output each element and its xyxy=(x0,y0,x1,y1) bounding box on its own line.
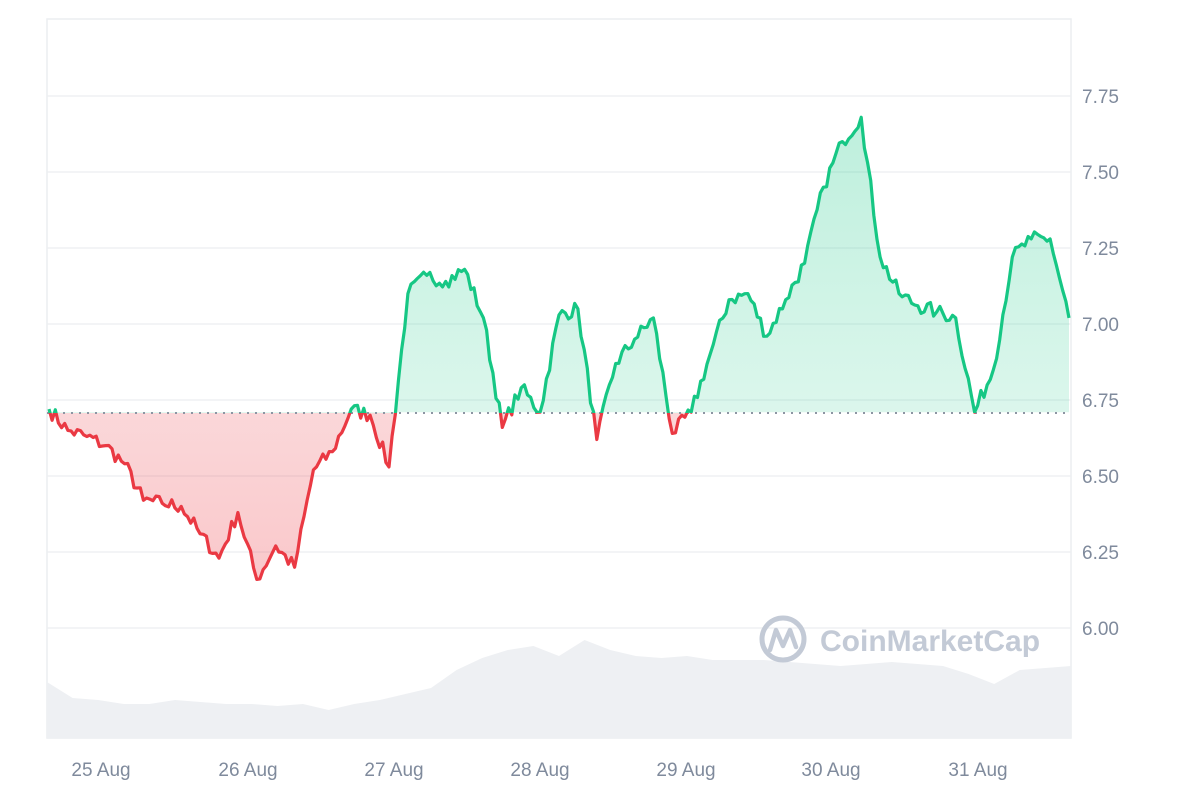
x-axis: 25 Aug 26 Aug 27 Aug 28 Aug 29 Aug 30 Aug 31 A… xyxy=(71,760,1007,781)
coinmarketcap-logo-icon xyxy=(759,615,807,663)
watermark-text: CoinMarketCap xyxy=(820,625,1040,658)
x-tick-label: 27 Aug xyxy=(364,760,423,781)
y-tick-label: 6.00 xyxy=(1082,619,1119,640)
x-tick-label: 28 Aug xyxy=(510,760,569,781)
y-tick-label: 7.25 xyxy=(1082,239,1119,260)
y-tick-label: 6.25 xyxy=(1082,543,1119,564)
price-fill xyxy=(49,117,1069,580)
x-tick-label: 25 Aug xyxy=(71,760,130,781)
y-tick-label: 7.00 xyxy=(1082,315,1119,336)
y-axis: 7.75 7.50 7.25 7.00 6.75 6.50 6.25 6.00 xyxy=(1082,87,1119,640)
x-tick-label: 29 Aug xyxy=(656,760,715,781)
x-tick-label: 26 Aug xyxy=(218,760,277,781)
watermark: CoinMarketCap xyxy=(759,615,1040,663)
x-tick-label: 31 Aug xyxy=(948,760,1007,781)
price-line xyxy=(47,115,1071,581)
y-tick-label: 7.50 xyxy=(1082,163,1119,184)
y-tick-label: 7.75 xyxy=(1082,87,1119,108)
volume-area xyxy=(47,640,1071,738)
y-tick-label: 6.50 xyxy=(1082,467,1119,488)
x-tick-label: 30 Aug xyxy=(801,760,860,781)
y-tick-label: 6.75 xyxy=(1082,391,1119,412)
